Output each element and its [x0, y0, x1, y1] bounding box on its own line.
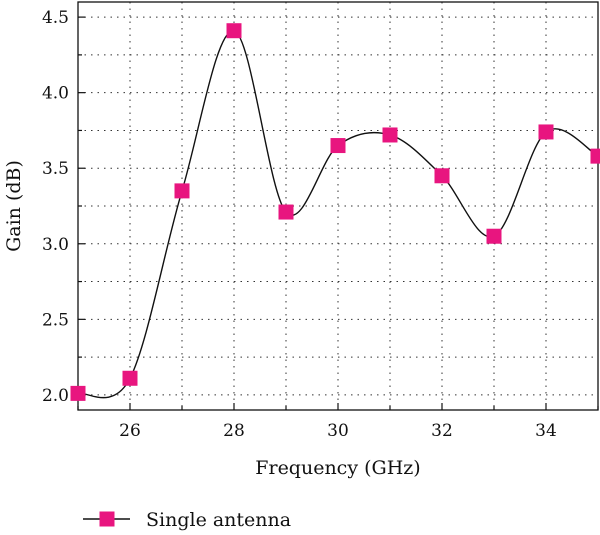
data-point-marker	[122, 370, 138, 386]
x-tick-label: 34	[535, 421, 557, 441]
x-tick-label: 28	[223, 421, 245, 441]
data-point-marker	[70, 385, 86, 401]
legend: Single antenna	[83, 509, 291, 531]
data-point-marker	[278, 204, 294, 220]
ticks	[77, 16, 599, 410]
data-point-marker	[174, 183, 190, 199]
y-tick-label: 3.5	[42, 159, 69, 179]
x-tick-label: 26	[119, 421, 141, 441]
y-tick-label: 4.0	[42, 84, 69, 104]
data-point-marker	[590, 148, 600, 164]
data-point-marker	[330, 138, 346, 154]
series-markers	[70, 23, 600, 401]
series-line-single-antenna	[77, 30, 599, 399]
y-tick-label: 3.0	[42, 235, 69, 255]
y-tick-label: 2.0	[42, 386, 69, 406]
y-axis-title: Gain (dB)	[3, 160, 25, 252]
data-point-marker	[382, 127, 398, 143]
legend-label: Single antenna	[146, 509, 291, 531]
x-tick-label: 30	[327, 421, 349, 441]
y-tick-label: 4.5	[42, 8, 69, 28]
data-point-marker	[226, 23, 242, 39]
data-point-marker	[486, 228, 502, 244]
y-tick-label: 2.5	[42, 310, 69, 330]
x-tick-label: 32	[431, 421, 453, 441]
data-point-marker	[434, 168, 450, 184]
legend-marker	[99, 511, 115, 527]
data-point-marker	[538, 124, 554, 140]
tick-labels: 26 28 30 32 34 2.0 2.5 3.0 3.5 4.0 4.5	[42, 8, 557, 441]
x-axis-title: Frequency (GHz)	[255, 457, 420, 479]
grid	[78, 2, 598, 410]
